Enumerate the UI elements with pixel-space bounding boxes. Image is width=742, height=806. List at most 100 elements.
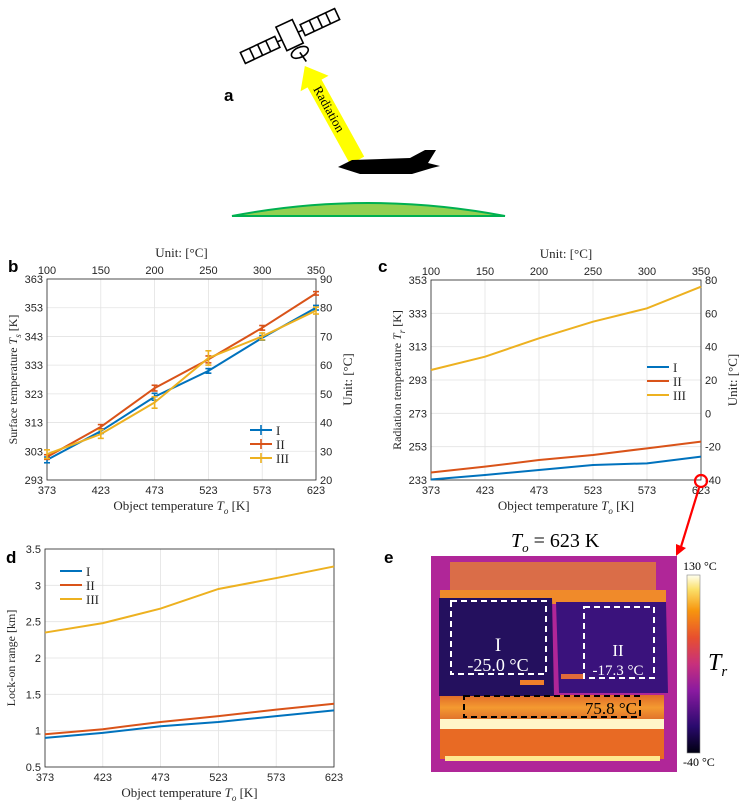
- radiation-arrow: Radiation: [300, 66, 365, 165]
- legend-label-I: I: [673, 360, 677, 375]
- region-II-temp: -17.3 °C: [593, 663, 644, 679]
- right-tick-label: 70: [320, 331, 332, 343]
- series-line-I: [44, 709, 335, 739]
- series-line-III: [430, 285, 702, 371]
- highlight-circle: [693, 473, 709, 489]
- y-tick-label: 303: [25, 446, 43, 458]
- radiation-label: Radiation: [310, 83, 348, 135]
- series-line-II: [46, 292, 317, 458]
- y-tick-label: 333: [409, 308, 427, 320]
- x-axis-label: Object temperature To [K]: [498, 498, 634, 516]
- error-bar-II: [313, 290, 319, 296]
- right-tick-label: 20: [320, 475, 332, 487]
- error-bar-I: [205, 367, 212, 374]
- satellite-icon: [239, 7, 341, 65]
- region-I: [439, 598, 554, 696]
- error-bar-III: [44, 449, 50, 460]
- x-tick-label: 423: [94, 772, 112, 784]
- x-tick-label: 473: [151, 772, 169, 784]
- legend-label-II: II: [86, 578, 95, 593]
- legend-label-I: I: [86, 564, 90, 579]
- right-tick-label: -40: [705, 475, 721, 487]
- top-axis-label: Unit: [°C]: [540, 246, 593, 261]
- right-tick-label: 20: [705, 375, 717, 387]
- x-tick-label: 373: [422, 485, 440, 497]
- top-tick-label: 200: [145, 265, 163, 277]
- y-tick-label: 333: [25, 360, 43, 372]
- y-axis-label: Radiation temperature Tr [K]: [390, 310, 407, 450]
- y-tick-label: 2: [35, 653, 41, 665]
- panel-e: To = 623 K I -25.0 °C II -17.3 °C 75.8 °…: [431, 530, 727, 772]
- right-tick-label: 90: [320, 274, 332, 286]
- x-axis-label: Object temperature To [K]: [121, 785, 257, 803]
- error-bar-II: [151, 384, 158, 392]
- error-bar-III: [151, 395, 158, 410]
- right-axis-label: Unit: [°C]: [725, 354, 740, 407]
- region-bottom-temp: 75.8 °C: [585, 699, 637, 718]
- region-bottom-box: [463, 695, 641, 718]
- y-tick-label: 1.5: [26, 689, 41, 701]
- error-bar-II: [97, 423, 104, 430]
- error-bar-III: [205, 349, 212, 366]
- y-tick-label: 273: [409, 408, 427, 420]
- right-tick-label: 60: [320, 360, 332, 372]
- pointer-arrowhead: [676, 544, 686, 556]
- legend-label-III: III: [86, 592, 99, 607]
- region-II-label: II: [612, 641, 624, 660]
- x-tick-label: 573: [253, 485, 271, 497]
- y-tick-label: 2.5: [26, 617, 41, 629]
- panel-label-e: e: [384, 548, 393, 567]
- error-bar-III: [259, 332, 266, 341]
- top-tick-label: 200: [530, 266, 548, 278]
- region-I-box: [450, 600, 547, 675]
- region-I-label: I: [495, 635, 501, 656]
- y-tick-label: 343: [25, 331, 43, 343]
- y-tick-label: 323: [25, 389, 43, 401]
- y-tick-label: 313: [25, 418, 43, 430]
- x-tick-label: 423: [476, 485, 494, 497]
- x-axis-label: Object temperature To [K]: [113, 498, 249, 516]
- y-tick-label: 353: [25, 303, 43, 315]
- thermal-title: To = 623 K: [511, 530, 600, 555]
- y-axis-label: Surface temperature Ts [K]: [6, 315, 23, 445]
- error-bar-III: [313, 306, 319, 315]
- series-line-I: [430, 455, 702, 481]
- right-tick-label: 40: [320, 418, 332, 430]
- thermal-image: I -25.0 °C II -17.3 °C 75.8 °C: [431, 556, 677, 772]
- y-tick-label: 363: [25, 274, 43, 286]
- y-tick-label: 313: [409, 342, 427, 354]
- right-axis-label: Unit: [°C]: [340, 353, 355, 406]
- error-bar-III: [97, 428, 104, 440]
- top-tick-label: 250: [199, 265, 217, 277]
- x-tick-label: 473: [145, 485, 163, 497]
- right-tick-label: 0: [705, 408, 711, 420]
- top-axis-label: Unit: [°C]: [155, 245, 208, 260]
- x-tick-label: 623: [325, 772, 343, 784]
- y-tick-label: 1: [35, 726, 41, 738]
- y-tick-label: 293: [25, 475, 43, 487]
- x-tick-label: 523: [584, 485, 602, 497]
- axes-box: [46, 278, 317, 481]
- top-tick-label: 100: [38, 265, 56, 277]
- right-tick-label: -20: [705, 442, 721, 454]
- region-II-box: [583, 606, 655, 679]
- x-tick-label: 523: [199, 485, 217, 497]
- panel-a: a Radiation: [224, 7, 506, 217]
- series-line-II: [430, 440, 702, 474]
- colorbar: 130 °C -40 °C Tr: [683, 559, 727, 769]
- chart-radiation-temperature: 373 423 473 523 573 623233253273293313333353O…: [390, 246, 740, 516]
- right-tick-label: 40: [705, 342, 717, 354]
- x-tick-label: 423: [92, 485, 110, 497]
- series-line-III: [44, 565, 335, 634]
- y-axis-label: Lock-on range [km]: [4, 610, 18, 707]
- y-tick-label: 3.5: [26, 544, 41, 556]
- top-tick-label: 300: [638, 266, 656, 278]
- panel-label-a: a: [224, 86, 234, 105]
- top-tick-label: 300: [253, 265, 271, 277]
- top-tick-label: 150: [476, 266, 494, 278]
- legend-label-II: II: [276, 437, 285, 452]
- ground-arc: [231, 202, 506, 217]
- x-tick-label: 473: [530, 485, 548, 497]
- pointer-arrow: [678, 487, 701, 551]
